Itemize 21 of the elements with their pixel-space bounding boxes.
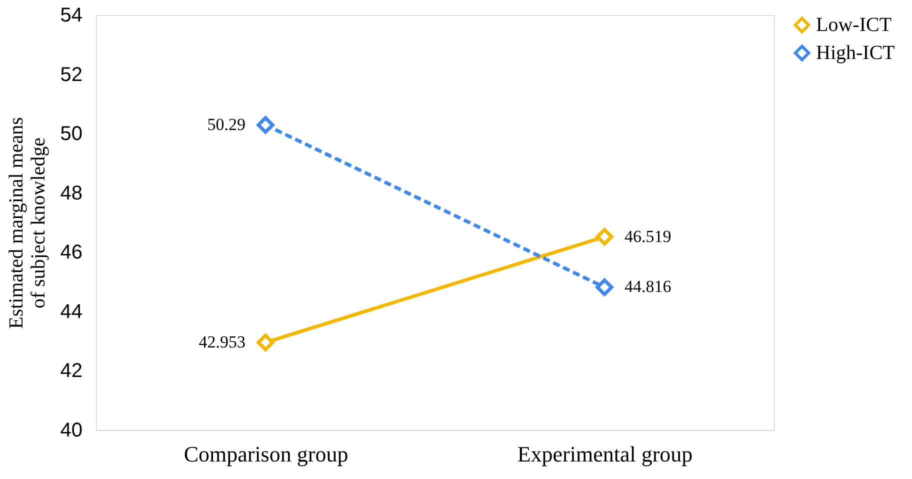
data-label: 44.816	[624, 277, 672, 296]
data-label: 46.519	[624, 226, 672, 246]
y-tick-label: 40	[60, 420, 82, 442]
point	[256, 334, 274, 352]
point	[596, 228, 614, 246]
y-tick-label: 42	[60, 360, 82, 382]
y-tick-label: 50	[60, 123, 82, 146]
data-label: 50.29	[207, 114, 246, 134]
point	[596, 278, 614, 296]
y-tick-label: 52	[60, 64, 82, 86]
point	[256, 116, 274, 134]
legend-label: Low-ICT	[816, 14, 892, 36]
y-tick-label: 46	[60, 242, 82, 264]
y-tick-label: 44	[60, 300, 82, 323]
y-tick-label: 54	[60, 4, 82, 26]
legend-label: High-ICT	[816, 42, 895, 64]
x-tick-label: Experimental group	[517, 442, 693, 466]
y-axis-title: Estimated marginal means of subject knowledge	[5, 116, 50, 329]
y-tick-label: 48	[60, 182, 82, 204]
x-tick-label: Comparison group	[184, 442, 348, 466]
data-label: 42.953	[198, 332, 246, 352]
